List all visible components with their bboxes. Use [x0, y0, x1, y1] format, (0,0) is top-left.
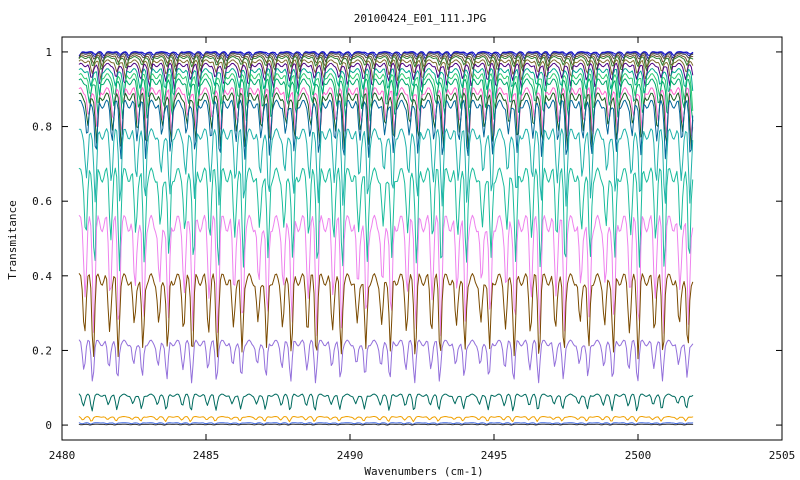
- y-axis-label: Transmitance: [6, 200, 19, 279]
- spectral-series-layer: [78, 51, 694, 426]
- spectrum-series-20: [78, 416, 694, 423]
- spectrum-series-1: [78, 51, 694, 57]
- x-tick-label: 2500: [625, 449, 652, 462]
- spectrum-series-13: [78, 99, 694, 160]
- x-tick-label: 2490: [337, 449, 364, 462]
- spectrum-series-2: [78, 51, 694, 60]
- spectrum-series-9: [78, 73, 694, 113]
- spectrum-series-10: [78, 78, 694, 123]
- spectrum-series-21: [78, 422, 694, 425]
- chart-title: 20100424_E01_111.JPG: [354, 12, 486, 25]
- plot-area-border: [61, 36, 783, 441]
- x-tick-label: 2480: [49, 449, 76, 462]
- spectrum-series-22: [78, 423, 694, 426]
- spectrum-series-19: [78, 393, 694, 412]
- x-axis-label: Wavenumbers (cm-1): [364, 465, 483, 478]
- spectrum-series-18: [78, 339, 694, 384]
- spectrum-series-6: [78, 59, 694, 82]
- y-tick-label: 0.6: [32, 195, 52, 208]
- spectrum-series-14: [78, 128, 694, 207]
- spectrum-series-7: [78, 62, 694, 90]
- x-tick-label: 2505: [769, 449, 796, 462]
- y-axis-ticks: 0 0.2 0.4 0.6 0.8 1: [32, 46, 782, 432]
- spectrum-series-15: [78, 167, 694, 272]
- spectrum-series-17: [78, 273, 694, 360]
- spectrum-series-8: [78, 68, 694, 99]
- x-tick-label: 2495: [481, 449, 508, 462]
- y-tick-label: 0.2: [32, 344, 52, 357]
- y-tick-label: 0.8: [32, 121, 52, 134]
- y-tick-label: 0.4: [32, 270, 52, 283]
- x-tick-label: 2485: [193, 449, 220, 462]
- spectrum-series-3: [78, 52, 694, 63]
- spectrum-series-16: [78, 214, 694, 337]
- x-axis-ticks: 2480 2485 2490 2495 2500 2505: [49, 37, 796, 462]
- y-tick-label: 0: [45, 419, 52, 432]
- y-tick-label: 1: [45, 46, 52, 59]
- spectrum-series-5: [78, 55, 694, 73]
